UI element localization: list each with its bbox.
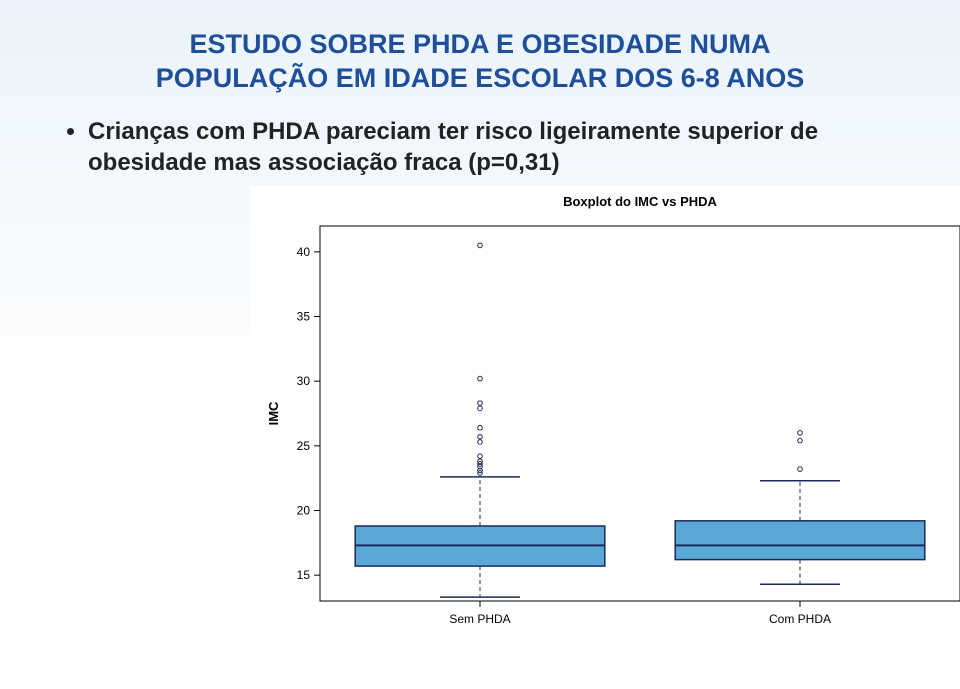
title-line-2: POPULAÇÃO EM IDADE ESCOLAR DOS 6-8 ANOS: [156, 63, 805, 93]
svg-text:IMC: IMC: [266, 401, 281, 425]
svg-text:15: 15: [297, 568, 311, 582]
bullet-list: Crianças com PHDA pareciam ter risco lig…: [60, 116, 900, 178]
svg-text:20: 20: [297, 503, 311, 517]
svg-text:Boxplot do IMC vs PHDA: Boxplot do IMC vs PHDA: [563, 194, 717, 209]
svg-text:40: 40: [297, 245, 311, 259]
boxplot-svg: Boxplot do IMC vs PHDA 15 20 25 30 35 40 IMC Sem…: [250, 186, 960, 656]
svg-text:30: 30: [297, 374, 311, 388]
svg-text:25: 25: [297, 439, 311, 453]
boxplot-chart: Boxplot do IMC vs PHDA 15 20 25 30 35 40 IMC Sem…: [250, 186, 960, 656]
title-line-1: ESTUDO SOBRE PHDA E OBESIDADE NUMA: [189, 29, 770, 59]
svg-text:Com PHDA: Com PHDA: [769, 612, 831, 626]
svg-text:35: 35: [297, 309, 311, 323]
bullet-item: Crianças com PHDA pareciam ter risco lig…: [88, 116, 900, 178]
svg-text:Sem PHDA: Sem PHDA: [449, 612, 510, 626]
page-title: ESTUDO SOBRE PHDA E OBESIDADE NUMA POPUL…: [60, 28, 900, 96]
slide: ESTUDO SOBRE PHDA E OBESIDADE NUMA POPUL…: [0, 0, 960, 676]
